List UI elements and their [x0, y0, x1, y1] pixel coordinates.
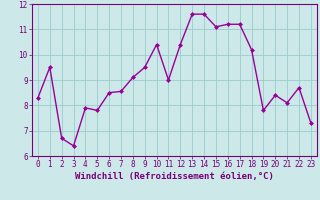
X-axis label: Windchill (Refroidissement éolien,°C): Windchill (Refroidissement éolien,°C)	[75, 172, 274, 181]
